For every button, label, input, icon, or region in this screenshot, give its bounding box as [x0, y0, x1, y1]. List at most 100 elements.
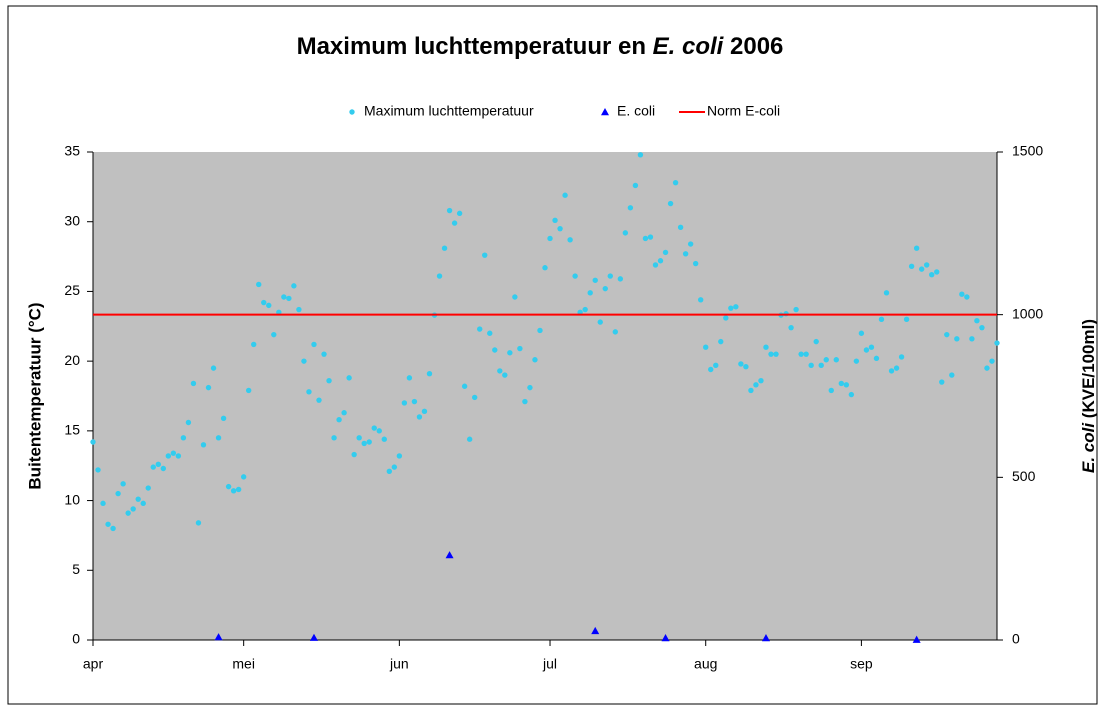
temperature-point [984, 365, 990, 371]
x-tick-label: apr [83, 656, 104, 672]
temperature-point [959, 291, 965, 297]
temperature-point [261, 299, 267, 306]
temperature-point [421, 408, 428, 415]
temperature-point [708, 366, 714, 373]
temperature-point [713, 362, 719, 369]
temperature-point [632, 182, 639, 189]
temperature-point [140, 500, 146, 507]
temperature-point [95, 467, 101, 473]
temperature-point [773, 351, 779, 357]
temperature-point [627, 205, 634, 211]
temperature-point [808, 362, 814, 369]
temperature-point [356, 435, 362, 441]
temperature-point [90, 439, 96, 445]
temperature-point [677, 224, 684, 230]
temperature-point [376, 428, 382, 434]
temperature-point [175, 453, 182, 459]
temperature-point [728, 305, 734, 311]
x-tick-label: jul [542, 656, 557, 672]
temperature-point [743, 364, 749, 370]
ecoli-point [661, 634, 670, 642]
y-tick-label: 20 [64, 352, 80, 368]
y-tick-label: 25 [64, 282, 80, 298]
temperature-point [592, 277, 598, 283]
temperature-point [582, 306, 588, 313]
temperature-point [170, 450, 177, 456]
temperature-point [858, 330, 865, 336]
temperature-point [602, 285, 608, 292]
temperature-point [848, 391, 855, 398]
temperature-point [903, 316, 910, 323]
temperature-point [461, 383, 468, 389]
temperature-point [406, 375, 413, 381]
temperature-point [456, 210, 463, 217]
temperature-point [125, 510, 131, 516]
temperature-point [130, 506, 136, 512]
temperature-point [753, 382, 759, 388]
temperature-point [256, 281, 262, 288]
y-tick-label: 30 [64, 212, 80, 228]
chart-title: Maximum luchttemperatuur en E. coli 2006 [297, 33, 784, 60]
temperature-point [733, 304, 739, 310]
ecoli-point [912, 635, 921, 643]
temperature-point [667, 200, 674, 207]
temperature-point [562, 192, 568, 198]
temperature-point [411, 398, 418, 405]
temperature-point [291, 283, 297, 289]
temperature-point [788, 324, 794, 331]
temperature-point [180, 435, 187, 441]
temperature-point [195, 520, 202, 526]
temperature-point [100, 500, 106, 507]
temperature-point [296, 306, 302, 313]
temperature-point [145, 485, 151, 491]
temperature-point [492, 347, 498, 353]
temperature-point [165, 453, 172, 459]
temperature-point [647, 234, 654, 240]
temperature-point [652, 262, 659, 268]
temperature-point [346, 375, 352, 381]
y-tick-label: 35 [64, 143, 80, 159]
temperature-point [471, 394, 478, 401]
ecoli-point [591, 626, 600, 635]
temperature-point [642, 235, 649, 242]
temperature-point [477, 326, 483, 332]
temperature-point [672, 179, 679, 186]
y2-tick-label: 1000 [1012, 305, 1043, 321]
temperature-point [657, 258, 664, 264]
temperature-point [517, 345, 523, 352]
temperature-point [939, 379, 945, 385]
temperature-point [944, 331, 950, 338]
temperature-point [572, 273, 578, 279]
temperature-point [823, 357, 829, 363]
temperature-point [537, 327, 543, 334]
temperature-point [512, 294, 518, 300]
temperature-point [994, 340, 1000, 346]
temperature-point [371, 425, 377, 431]
temperature-point [155, 461, 161, 468]
x-tick-label: aug [694, 656, 717, 672]
temperature-point [381, 436, 387, 442]
temperature-point [622, 230, 629, 236]
temperature-point [547, 235, 553, 242]
temperature-point [763, 344, 769, 350]
temperature-point [697, 297, 704, 303]
y-tick-label: 5 [72, 561, 80, 577]
temperature-point [557, 225, 563, 232]
x-tick-label: jun [389, 656, 409, 672]
temperature-point [758, 377, 764, 384]
temperature-point [863, 347, 870, 353]
temperature-point [918, 266, 925, 272]
temperature-point [286, 295, 292, 302]
temperature-point [828, 387, 834, 394]
ecoli-point [761, 634, 770, 642]
temperature-point [974, 318, 980, 324]
temperature-point [311, 341, 317, 348]
temperature-point [532, 357, 538, 363]
x-tick-label: sep [850, 656, 873, 672]
temperature-point [150, 464, 156, 470]
temperature-point [366, 439, 372, 445]
text-part: E. coli [1079, 422, 1098, 473]
temperature-point [341, 410, 347, 416]
